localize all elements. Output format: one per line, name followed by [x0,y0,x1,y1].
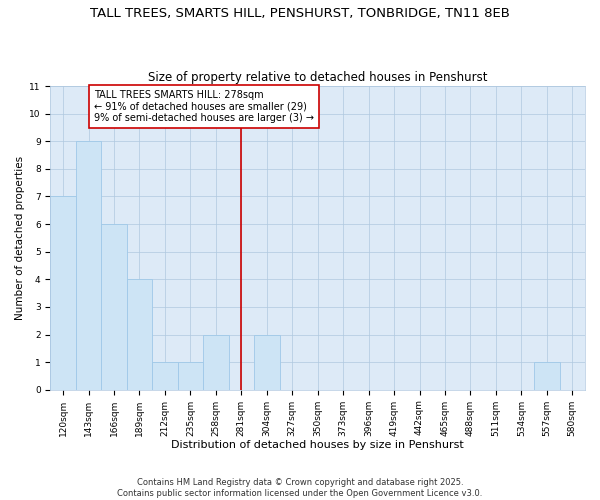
Bar [76,142,101,390]
Bar [203,334,229,390]
X-axis label: Distribution of detached houses by size in Penshurst: Distribution of detached houses by size … [172,440,464,450]
Bar [127,280,152,390]
Bar [152,362,178,390]
Text: TALL TREES, SMARTS HILL, PENSHURST, TONBRIDGE, TN11 8EB: TALL TREES, SMARTS HILL, PENSHURST, TONB… [90,8,510,20]
Y-axis label: Number of detached properties: Number of detached properties [15,156,25,320]
Title: Size of property relative to detached houses in Penshurst: Size of property relative to detached ho… [148,70,487,84]
Bar [178,362,203,390]
Text: Contains HM Land Registry data © Crown copyright and database right 2025.
Contai: Contains HM Land Registry data © Crown c… [118,478,482,498]
Text: TALL TREES SMARTS HILL: 278sqm
← 91% of detached houses are smaller (29)
9% of s: TALL TREES SMARTS HILL: 278sqm ← 91% of … [94,90,314,124]
Bar [50,196,76,390]
Bar [101,224,127,390]
Bar [254,334,280,390]
Bar [534,362,560,390]
